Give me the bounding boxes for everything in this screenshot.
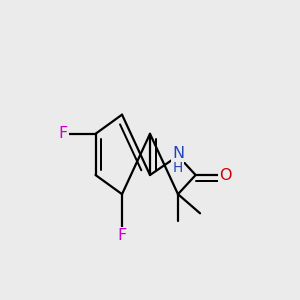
Text: H: H bbox=[173, 161, 183, 175]
Text: F: F bbox=[58, 126, 68, 141]
Text: N: N bbox=[172, 146, 184, 161]
Text: O: O bbox=[219, 167, 231, 182]
Text: F: F bbox=[117, 228, 127, 243]
